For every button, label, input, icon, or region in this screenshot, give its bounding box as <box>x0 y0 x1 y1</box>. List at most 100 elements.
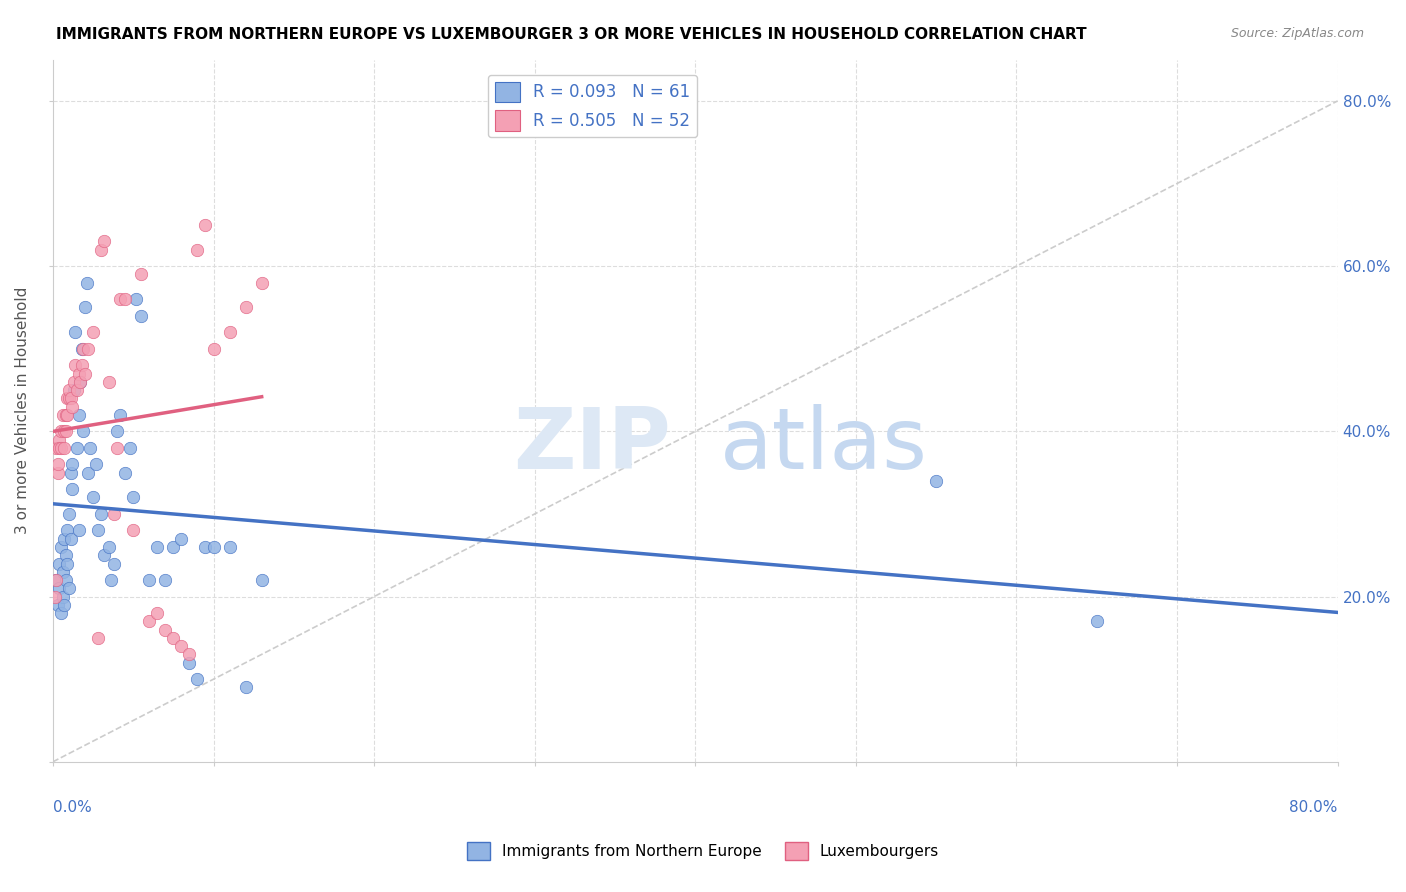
Point <box>925 474 948 488</box>
Point <box>105 425 128 439</box>
Point <box>105 441 128 455</box>
Point <box>59 392 82 406</box>
Point <box>56 392 79 406</box>
Point <box>129 268 152 282</box>
Point <box>49 540 72 554</box>
Point <box>55 548 77 562</box>
Point <box>93 548 115 562</box>
Point <box>45 573 67 587</box>
Text: 0.0%: 0.0% <box>53 800 91 815</box>
Point <box>77 466 100 480</box>
Point <box>146 606 169 620</box>
Point <box>56 524 79 538</box>
Point <box>129 309 152 323</box>
Point <box>58 392 80 406</box>
Point <box>53 425 76 439</box>
Point <box>60 400 83 414</box>
Text: ZIP: ZIP <box>513 404 672 487</box>
Point <box>51 565 73 579</box>
Point <box>46 598 69 612</box>
Point <box>218 540 240 554</box>
Point <box>1085 615 1108 629</box>
Point <box>46 466 69 480</box>
Point <box>82 491 104 505</box>
Point <box>62 383 84 397</box>
Text: 80.0%: 80.0% <box>1289 800 1337 815</box>
Point <box>155 623 177 637</box>
Text: atlas: atlas <box>720 404 928 487</box>
Point <box>48 441 70 455</box>
Point <box>103 507 125 521</box>
Point <box>138 573 160 587</box>
Point <box>65 325 87 339</box>
Point <box>84 458 107 472</box>
Point <box>55 573 77 587</box>
Point <box>44 590 66 604</box>
Point <box>235 681 257 695</box>
Point <box>110 292 132 306</box>
Point <box>59 532 82 546</box>
Point <box>100 573 122 587</box>
Point <box>76 276 98 290</box>
Point <box>202 342 225 356</box>
Point <box>69 375 91 389</box>
Point <box>60 482 83 496</box>
Point <box>98 375 121 389</box>
Point <box>79 441 101 455</box>
Text: Source: ZipAtlas.com: Source: ZipAtlas.com <box>1230 27 1364 40</box>
Point <box>122 491 145 505</box>
Point <box>118 441 141 455</box>
Point <box>51 590 73 604</box>
Point <box>77 342 100 356</box>
Point <box>46 458 69 472</box>
Point <box>67 524 90 538</box>
Point <box>56 557 79 571</box>
Point <box>70 342 93 356</box>
Point <box>179 648 201 662</box>
Point <box>48 433 70 447</box>
Point <box>49 441 72 455</box>
Point <box>162 540 184 554</box>
Legend: R = 0.093   N = 61, R = 0.505   N = 52: R = 0.093 N = 61, R = 0.505 N = 52 <box>488 75 697 137</box>
Point <box>93 235 115 249</box>
Point <box>186 243 208 257</box>
Point <box>67 367 90 381</box>
Point <box>45 441 67 455</box>
Point <box>65 358 87 372</box>
Point <box>56 408 79 422</box>
Point <box>49 425 72 439</box>
Point <box>67 408 90 422</box>
Point <box>73 301 96 315</box>
Point <box>103 557 125 571</box>
Point <box>73 367 96 381</box>
Point <box>48 582 70 596</box>
Point <box>45 573 67 587</box>
Point <box>98 540 121 554</box>
Point <box>125 292 148 306</box>
Point <box>58 582 80 596</box>
Point <box>55 425 77 439</box>
Point <box>53 598 76 612</box>
Point <box>170 532 193 546</box>
Point <box>110 408 132 422</box>
Point <box>58 383 80 397</box>
Point <box>58 507 80 521</box>
Point <box>194 218 217 232</box>
Point <box>235 301 257 315</box>
Point <box>122 524 145 538</box>
Point <box>70 358 93 372</box>
Point <box>155 573 177 587</box>
Point <box>179 656 201 670</box>
Point <box>170 639 193 653</box>
Point <box>60 458 83 472</box>
Point <box>114 466 136 480</box>
Point <box>162 631 184 645</box>
Point <box>72 425 94 439</box>
Point <box>53 441 76 455</box>
Point <box>194 540 217 554</box>
Point <box>114 292 136 306</box>
Point <box>186 672 208 686</box>
Point <box>48 557 70 571</box>
Point <box>138 615 160 629</box>
Point <box>87 631 110 645</box>
